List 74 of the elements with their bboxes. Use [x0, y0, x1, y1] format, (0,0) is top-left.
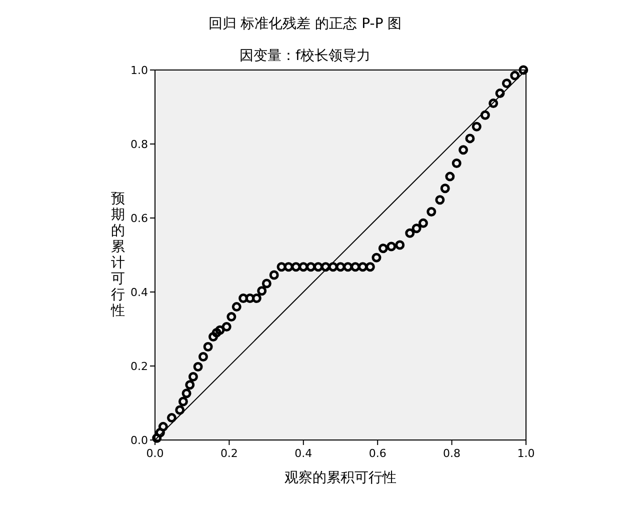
point: [155, 428, 165, 438]
point: [212, 328, 222, 338]
point: [372, 252, 382, 262]
point: [198, 352, 208, 362]
point: [458, 145, 468, 155]
point: [152, 433, 162, 443]
chart-subtitle: 因变量：f校长领导力: [240, 48, 370, 64]
point: [336, 262, 346, 272]
point: [412, 224, 422, 234]
point: [252, 294, 262, 304]
point: [472, 122, 482, 132]
point: [185, 380, 195, 390]
point: [518, 65, 528, 75]
point: [298, 262, 308, 272]
x-axis-title: 观察的累积可行性: [284, 470, 396, 486]
y-axis-title: 预期的累计可行性: [110, 191, 125, 319]
point: [175, 405, 185, 415]
point: [405, 228, 415, 238]
point: [440, 184, 450, 194]
point: [365, 262, 375, 272]
y-tick-label: 0.6: [130, 212, 148, 225]
x-tick-label: 0.2: [220, 447, 238, 460]
point: [158, 422, 168, 432]
point: [276, 262, 286, 272]
point: [313, 262, 323, 272]
point: [502, 78, 512, 88]
point: [445, 172, 455, 182]
point: [510, 70, 520, 80]
point: [208, 332, 218, 342]
y-tick-label: 0.2: [130, 360, 148, 373]
point: [238, 294, 248, 304]
point: [166, 413, 176, 423]
point: [257, 286, 267, 296]
point: [188, 372, 198, 382]
point: [306, 262, 316, 272]
point: [193, 362, 203, 372]
point: [222, 322, 232, 332]
point: [291, 262, 301, 272]
y-tick-label: 1.0: [130, 64, 148, 77]
y-tick-label: 0.4: [130, 286, 148, 299]
x-tick-label: 1.0: [517, 447, 535, 460]
point: [350, 262, 360, 272]
point: [328, 262, 338, 272]
point: [378, 244, 388, 254]
point: [320, 262, 330, 272]
y-tick-label: 0.8: [130, 138, 148, 151]
x-tick-label: 0.6: [368, 447, 386, 460]
point: [386, 242, 396, 252]
point: [480, 110, 490, 120]
point: [284, 262, 294, 272]
point: [452, 158, 462, 168]
point: [435, 195, 445, 205]
point: [182, 388, 192, 398]
point: [343, 262, 353, 272]
chart-title: 回归 标准化残差 的正态 P-P 图: [208, 16, 402, 32]
point: [203, 342, 213, 352]
x-tick-label: 0.0: [146, 447, 164, 460]
point: [495, 88, 505, 98]
point: [269, 270, 279, 280]
point: [178, 396, 188, 406]
point: [245, 294, 255, 304]
point: [358, 262, 368, 272]
point: [395, 240, 405, 250]
point: [426, 206, 436, 216]
point: [232, 302, 242, 312]
x-tick-label: 0.8: [443, 447, 461, 460]
point: [262, 278, 272, 288]
point: [226, 312, 236, 322]
point: [215, 325, 225, 335]
point: [465, 134, 475, 144]
x-tick-label: 0.4: [294, 447, 312, 460]
y-tick-label: 0.0: [130, 434, 148, 447]
point: [418, 218, 428, 228]
point: [488, 98, 498, 108]
